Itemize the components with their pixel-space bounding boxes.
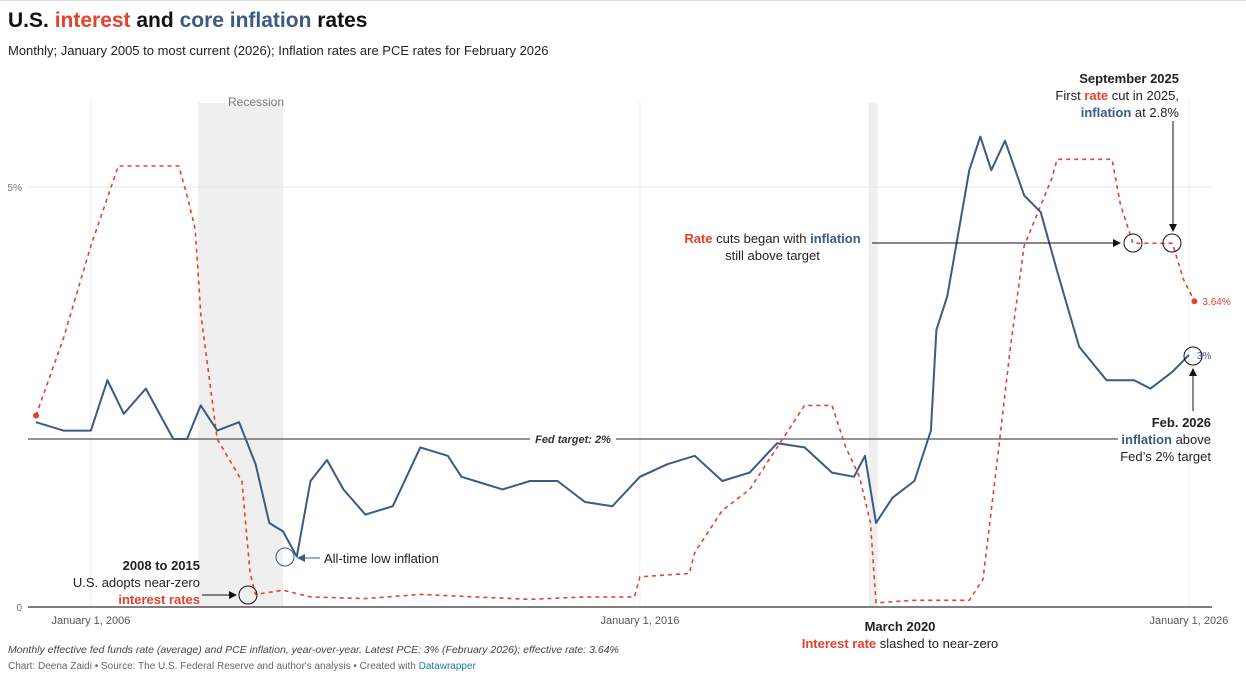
annotation-rate-cuts: Rate cuts began with inflation still abo… [684,231,861,263]
rate-start-dot [33,412,39,419]
y-tick-label: 5% [8,183,23,194]
shaded-region-0 [197,103,284,607]
chart-title: U.S. interest and core inflation rates [8,9,368,32]
circle-rate-cuts [1123,233,1143,253]
rate-end-label: 3.64% [1202,297,1230,308]
chart-subtitle: Monthly; January 2005 to most current (2… [8,43,549,58]
circle-low-inflation [275,547,295,567]
x-tick-label: January 1, 2006 [51,615,130,627]
circle-feb-2026 [1183,346,1203,366]
circle-sept-2025 [1162,233,1182,253]
recession-label: Recession [228,95,285,109]
rate-line [35,158,1196,604]
annotation-march-2020: March 2020 Interest rate slashed to near… [801,619,999,651]
rate-end-dot [1191,298,1198,305]
circle-zero-rates [238,585,258,605]
annotation-low-inflation: All-time low inflation [324,551,439,566]
datawrapper-link[interactable]: Datawrapper [418,661,476,672]
inflation-end-label: 3% [1197,351,1212,362]
annotation-zero-rates: 2008 to 2015 U.S. adopts near-zero inter… [72,558,200,607]
annotation-feb-2026: Feb. 2026 inflation above Fed’s 2% targe… [1120,415,1211,464]
inflation-line [35,135,1190,558]
x-tick-label: January 1, 2016 [600,615,679,627]
x-tick-label: January 1, 2026 [1149,615,1228,627]
shaded-region-1 [868,103,878,607]
chart-credit: Chart: Deena Zaidi • Source: The U.S. Fe… [8,661,476,672]
chart-notes: Monthly effective fed funds rate (averag… [8,644,619,656]
fed-target-label: Fed target: 2% [535,434,611,446]
annotation-sept-2025: September 2025 First rate cut in 2025, i… [1055,71,1179,120]
y-tick-label: 0 [16,603,22,614]
